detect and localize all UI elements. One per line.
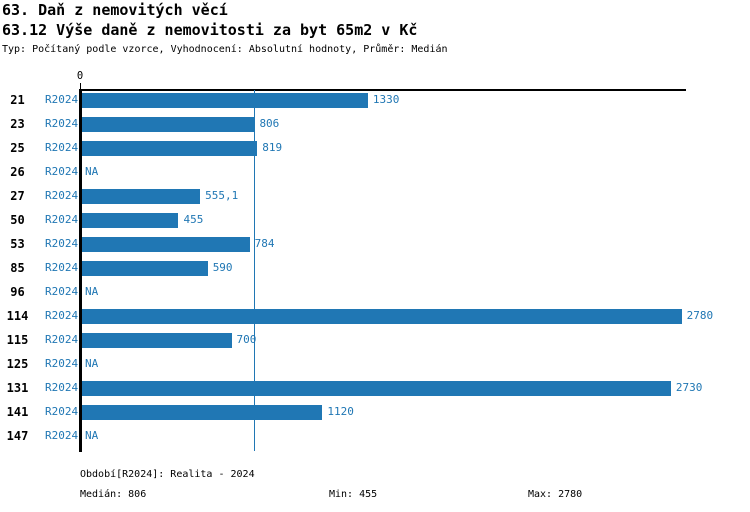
bar-value-label: 806	[259, 117, 280, 130]
period-legend: Období[R2024]: Realita - 2024	[80, 469, 255, 480]
row-category-label: 25	[10, 141, 25, 155]
stat-max: Max: 2780	[528, 489, 583, 500]
row-period-label: R2024	[45, 405, 79, 418]
row-category-label: 131	[6, 381, 29, 395]
bar	[81, 141, 258, 156]
row-category-label: 115	[6, 333, 29, 347]
indicator-title: 63.12 Výše daně z nemovitosti za byt 65m…	[2, 21, 418, 39]
row-period-label: R2024	[45, 189, 79, 202]
row-category-label: 125	[6, 357, 29, 371]
bar-value-label: 700	[236, 333, 257, 346]
x-axis-line	[80, 89, 686, 91]
bar-value-label: 1330	[372, 93, 400, 106]
na-label: NA	[85, 285, 99, 298]
row-category-label: 114	[6, 309, 29, 323]
bar-value-label: 590	[212, 261, 233, 274]
row-category-label: 27	[10, 189, 25, 203]
na-label: NA	[85, 357, 99, 370]
bar-value-label: 555,1	[205, 189, 239, 202]
row-period-label: R2024	[45, 165, 79, 178]
row-period-label: R2024	[45, 93, 79, 106]
row-category-label: 147	[6, 429, 29, 443]
bar-value-label: 819	[262, 141, 283, 154]
na-label: NA	[85, 165, 99, 178]
y-axis-line	[79, 89, 82, 452]
bar-value-label: 455	[183, 213, 204, 226]
median-reference-line	[253, 90, 256, 451]
row-category-label: 23	[10, 117, 25, 131]
indicator-meta: Typ: Počítaný podle vzorce, Vyhodnocení:…	[2, 44, 448, 55]
row-period-label: R2024	[45, 357, 79, 370]
bar	[81, 381, 671, 396]
bar	[81, 237, 250, 252]
bar	[81, 213, 179, 228]
bar-value-label: 1120	[327, 405, 354, 418]
row-period-label: R2024	[45, 261, 79, 274]
row-period-label: R2024	[45, 333, 79, 346]
row-period-label: R2024	[45, 213, 79, 226]
row-category-label: 85	[10, 261, 25, 275]
row-period-label: R2024	[45, 141, 79, 154]
bar	[81, 261, 208, 276]
row-period-label: R2024	[45, 117, 79, 130]
stat-median: Medián: 806	[80, 489, 147, 500]
bar	[81, 405, 323, 420]
na-label: NA	[85, 429, 99, 442]
row-period-label: R2024	[45, 381, 79, 394]
bar-value-label: 2780	[686, 309, 714, 322]
row-period-label: R2024	[45, 285, 79, 298]
x-axis-zero-label: 0	[76, 70, 84, 82]
bar	[81, 309, 682, 324]
row-period-label: R2024	[45, 237, 79, 250]
row-category-label: 21	[10, 93, 25, 107]
bar	[81, 93, 368, 108]
bar	[81, 117, 255, 132]
bar	[81, 333, 232, 348]
row-category-label: 141	[6, 405, 29, 419]
bar	[81, 189, 201, 204]
stat-min: Min: 455	[329, 489, 378, 500]
bar-value-label: 2730	[675, 381, 703, 394]
row-period-label: R2024	[45, 309, 79, 322]
row-category-label: 96	[10, 285, 25, 299]
row-period-label: R2024	[45, 429, 79, 442]
x-axis-zero-tick	[79, 83, 81, 90]
row-category-label: 50	[10, 213, 25, 227]
row-category-label: 53	[10, 237, 25, 251]
bar-value-label: 784	[254, 237, 275, 250]
row-category-label: 26	[10, 165, 25, 179]
report-title: 63. Daň z nemovitých věcí	[2, 1, 228, 19]
